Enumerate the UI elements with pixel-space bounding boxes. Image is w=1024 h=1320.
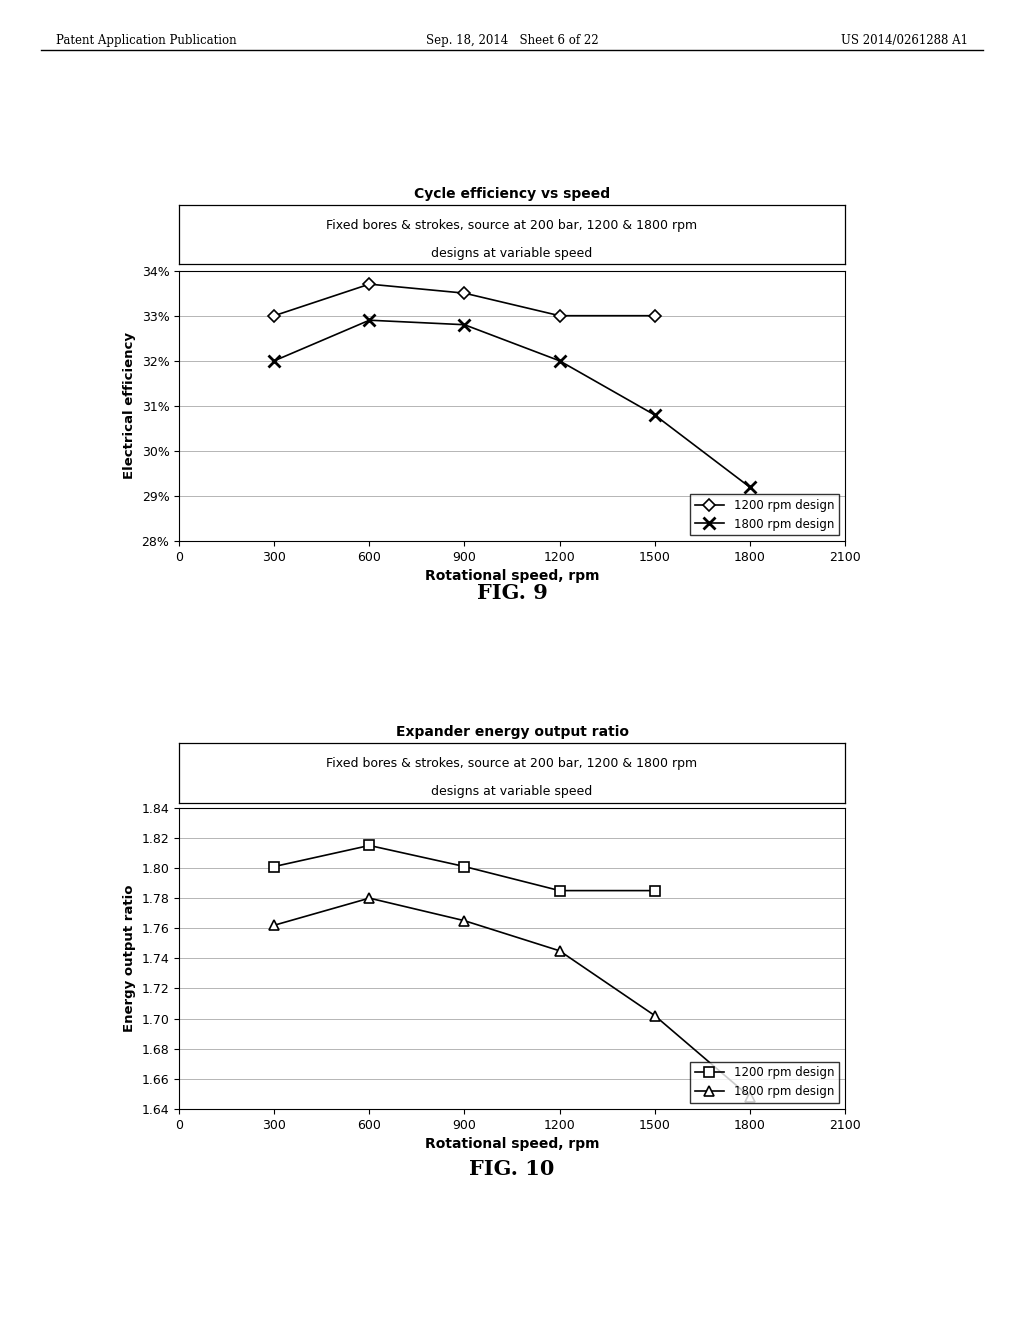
- Y-axis label: Energy output ratio: Energy output ratio: [123, 884, 136, 1032]
- Legend: 1200 rpm design, 1800 rpm design: 1200 rpm design, 1800 rpm design: [690, 1061, 839, 1104]
- Text: US 2014/0261288 A1: US 2014/0261288 A1: [841, 34, 968, 48]
- Y-axis label: Electrical efficiency: Electrical efficiency: [123, 333, 136, 479]
- X-axis label: Rotational speed, rpm: Rotational speed, rpm: [425, 1137, 599, 1151]
- Text: Fixed bores & strokes, source at 200 bar, 1200 & 1800 rpm: Fixed bores & strokes, source at 200 bar…: [327, 758, 697, 771]
- Text: designs at variable speed: designs at variable speed: [431, 247, 593, 260]
- Legend: 1200 rpm design, 1800 rpm design: 1200 rpm design, 1800 rpm design: [690, 494, 839, 536]
- Text: FIG. 9: FIG. 9: [476, 583, 548, 603]
- Text: designs at variable speed: designs at variable speed: [431, 785, 593, 799]
- Text: Fixed bores & strokes, source at 200 bar, 1200 & 1800 rpm: Fixed bores & strokes, source at 200 bar…: [327, 219, 697, 232]
- Text: Patent Application Publication: Patent Application Publication: [56, 34, 237, 48]
- Text: FIG. 10: FIG. 10: [469, 1159, 555, 1179]
- X-axis label: Rotational speed, rpm: Rotational speed, rpm: [425, 569, 599, 583]
- Text: Sep. 18, 2014   Sheet 6 of 22: Sep. 18, 2014 Sheet 6 of 22: [426, 34, 598, 48]
- Text: Cycle efficiency vs speed: Cycle efficiency vs speed: [414, 186, 610, 201]
- Text: Expander energy output ratio: Expander energy output ratio: [395, 725, 629, 739]
